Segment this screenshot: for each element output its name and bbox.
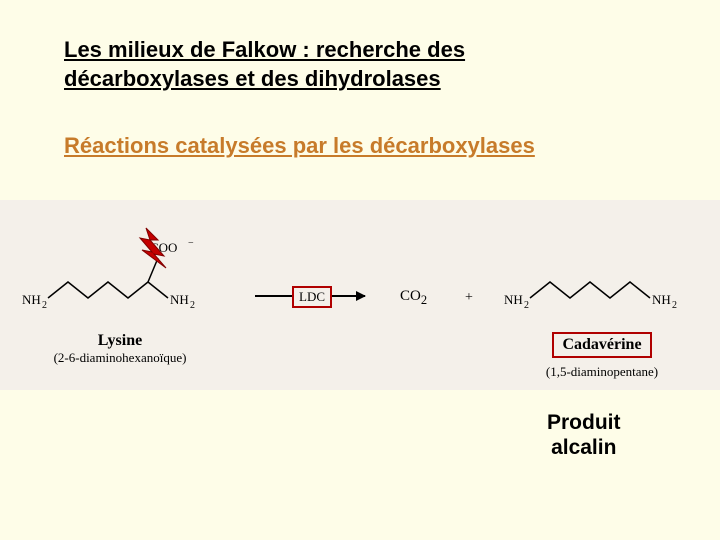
- product-name: Cadavérine: [552, 332, 651, 358]
- prod-nh2-left: NH: [504, 292, 523, 307]
- top-background: [0, 0, 720, 200]
- substrate-formula: (2-6-diaminohexanoïque): [20, 350, 220, 366]
- product-molecule: NH 2 NH 2 Cadavérine (1,5-diaminopentane…: [502, 220, 702, 360]
- title-line2: décarboxylases et des dihydrolases: [64, 66, 441, 91]
- main-title: Les milieux de Falkow : recherche des dé…: [64, 36, 465, 93]
- prod-nh2-right: NH: [652, 292, 671, 307]
- reaction-diagram: COO − NH 2 NH 2 Lysine (2-6-diaminohexan…: [0, 200, 720, 390]
- nh2-left: NH: [22, 292, 41, 307]
- subtitle: Réactions catalysées par les décarboxyla…: [64, 133, 535, 159]
- substrate-molecule: COO − NH 2 NH 2 Lysine (2-6-diaminohexan…: [20, 220, 220, 360]
- nh2-left-sub: 2: [42, 300, 47, 311]
- product-formula: (1,5-diaminopentane): [502, 364, 702, 380]
- coo-minus: −: [188, 238, 194, 249]
- co2-sub: 2: [421, 293, 427, 307]
- nh2-right: NH: [170, 292, 189, 307]
- co2-text: CO: [400, 288, 421, 304]
- lysine-structure: COO − NH 2 NH 2: [20, 220, 220, 325]
- prod-nh2-left-sub: 2: [524, 300, 529, 311]
- substrate-name: Lysine: [20, 332, 220, 350]
- cleavage-bolt-icon: [138, 226, 172, 270]
- prod-nh2-right-sub: 2: [672, 300, 677, 311]
- result-line1: Produit: [547, 411, 621, 434]
- cadaverine-structure: NH 2 NH 2: [502, 220, 702, 325]
- nh2-right-sub: 2: [190, 300, 195, 311]
- result-line2: alcalin: [551, 436, 616, 459]
- result-label: Produit alcalin: [547, 410, 621, 460]
- enzyme-label: LDC: [292, 286, 332, 308]
- byproduct-label: CO2: [400, 288, 427, 308]
- title-line1: Les milieux de Falkow : recherche des: [64, 37, 465, 62]
- plus-sign: +: [465, 290, 473, 306]
